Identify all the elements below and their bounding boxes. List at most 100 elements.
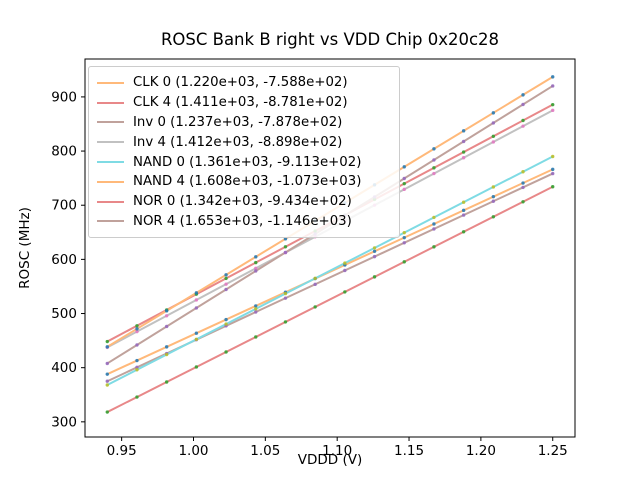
data-point-nand-0 — [313, 276, 317, 281]
data-point-clk-0 — [254, 304, 258, 308]
legend-label: NOR 4 (1.653e+03, -1.146e+03) — [133, 213, 352, 229]
data-point-nand-4 — [461, 129, 466, 133]
data-point-inv-4 — [402, 187, 406, 192]
x-tick-label: 1.00 — [178, 443, 208, 459]
data-point-inv-4 — [521, 124, 525, 128]
data-point-nor-0 — [313, 305, 317, 309]
data-point-clk-0 — [491, 194, 496, 199]
y-tick-label: 500 — [51, 306, 77, 322]
legend-item: CLK 4 (1.411e+03, -8.781e+02) — [97, 93, 391, 113]
legend-line-swatch — [97, 161, 124, 164]
data-point-clk-0 — [372, 249, 377, 253]
data-point-nor-4 — [135, 343, 139, 347]
legend-line-swatch — [97, 101, 124, 104]
x-tick-label: 1.25 — [538, 443, 568, 459]
data-point-clk-4 — [402, 181, 406, 186]
legend-item: Inv 4 (1.412e+03, -8.898e+02) — [97, 132, 391, 152]
legend-label: Inv 4 (1.412e+03, -8.898e+02) — [133, 134, 343, 150]
data-point-nand-0 — [461, 200, 466, 204]
data-point-nor-0 — [551, 185, 555, 189]
data-point-nor-0 — [432, 245, 436, 249]
data-point-clk-4 — [224, 276, 228, 281]
data-point-inv-4 — [432, 171, 436, 176]
data-point-nor-4 — [283, 250, 288, 255]
data-point-clk-4 — [135, 324, 139, 328]
legend-item: NAND 4 (1.608e+03, -1.073e+03) — [97, 172, 391, 192]
data-point-inv-0 — [283, 296, 288, 300]
legend-line-swatch — [97, 200, 124, 203]
data-point-nor-0 — [224, 350, 228, 354]
legend-label: Inv 0 (1.237e+03, -7.878e+02) — [133, 114, 343, 130]
data-point-inv-4 — [135, 329, 139, 334]
data-point-clk-4 — [551, 102, 555, 107]
data-point-nor-0 — [491, 215, 496, 219]
data-point-inv-0 — [372, 254, 377, 259]
data-point-nand-4 — [521, 93, 525, 97]
data-point-clk-0 — [105, 372, 109, 376]
legend-item: NOR 0 (1.342e+03, -9.434e+02) — [97, 192, 391, 212]
data-point-nor-4 — [224, 287, 228, 292]
data-point-nand-4 — [135, 327, 139, 331]
data-point-nor-4 — [105, 361, 109, 366]
data-point-nor-0 — [521, 200, 525, 204]
data-point-nand-4 — [491, 111, 496, 115]
chart-title: ROSC Bank B right vs VDD Chip 0x20c28 — [160, 30, 500, 49]
legend-item: Inv 0 (1.237e+03, -7.878e+02) — [97, 113, 391, 133]
data-point-nor-4 — [402, 176, 406, 181]
legend-line-swatch — [97, 220, 124, 223]
data-point-nand-4 — [402, 165, 406, 169]
data-point-nand-4 — [432, 147, 436, 151]
legend-label: CLK 4 (1.411e+03, -8.781e+02) — [133, 95, 348, 111]
y-tick-label: 400 — [51, 360, 77, 376]
data-point-clk-4 — [432, 166, 436, 170]
legend-line-swatch — [97, 141, 124, 144]
y-tick-label: 700 — [51, 198, 77, 214]
data-point-clk-0 — [135, 358, 139, 363]
data-point-clk-4 — [254, 260, 258, 265]
data-point-nor-0 — [343, 290, 347, 294]
data-point-nand-0 — [343, 261, 347, 265]
data-point-nand-0 — [521, 170, 525, 174]
data-point-nor-0 — [402, 260, 406, 264]
data-point-inv-0 — [402, 241, 406, 245]
data-point-nor-0 — [283, 320, 288, 324]
data-point-inv-0 — [432, 227, 436, 231]
legend-label: NOR 0 (1.342e+03, -9.434e+02) — [133, 194, 352, 210]
y-axis-label: ROSC (MHz) — [17, 207, 33, 289]
data-point-nand-0 — [402, 230, 406, 235]
data-point-nor-4 — [551, 84, 555, 88]
y-tick-label: 300 — [51, 414, 77, 430]
data-point-nor-0 — [194, 365, 199, 369]
data-point-nand-0 — [491, 185, 496, 189]
data-point-nand-0 — [224, 322, 228, 326]
legend-item: NAND 0 (1.361e+03, -9.113e+02) — [97, 152, 391, 172]
x-axis-label: VDDD (V) — [297, 452, 363, 468]
data-point-nand-0 — [551, 154, 555, 159]
data-point-nand-4 — [105, 345, 109, 349]
data-point-inv-4 — [254, 266, 258, 271]
data-point-nor-4 — [432, 158, 436, 162]
data-point-nand-0 — [164, 352, 169, 357]
legend-label: NAND 0 (1.361e+03, -9.113e+02) — [133, 154, 362, 170]
data-point-nor-0 — [164, 380, 169, 384]
legend-item: NOR 4 (1.653e+03, -1.146e+03) — [97, 212, 391, 232]
data-point-nand-0 — [194, 337, 199, 341]
data-point-inv-0 — [343, 268, 347, 273]
data-point-nor-0 — [372, 275, 377, 279]
series-line-nor-0 — [106, 185, 554, 414]
data-point-nor-0 — [461, 230, 466, 234]
data-point-clk-0 — [194, 331, 199, 335]
data-point-clk-4 — [461, 150, 466, 154]
axes-frame — [84, 58, 576, 438]
data-point-clk-0 — [402, 235, 406, 240]
data-point-clk-0 — [432, 222, 436, 226]
data-point-nor-4 — [461, 139, 466, 144]
data-point-clk-0 — [521, 181, 525, 185]
data-point-clk-0 — [164, 345, 169, 349]
y-tick-label: 800 — [51, 144, 77, 160]
legend-line-swatch — [97, 121, 124, 124]
data-point-nand-4 — [224, 273, 228, 277]
y-tick-label: 600 — [51, 252, 77, 268]
